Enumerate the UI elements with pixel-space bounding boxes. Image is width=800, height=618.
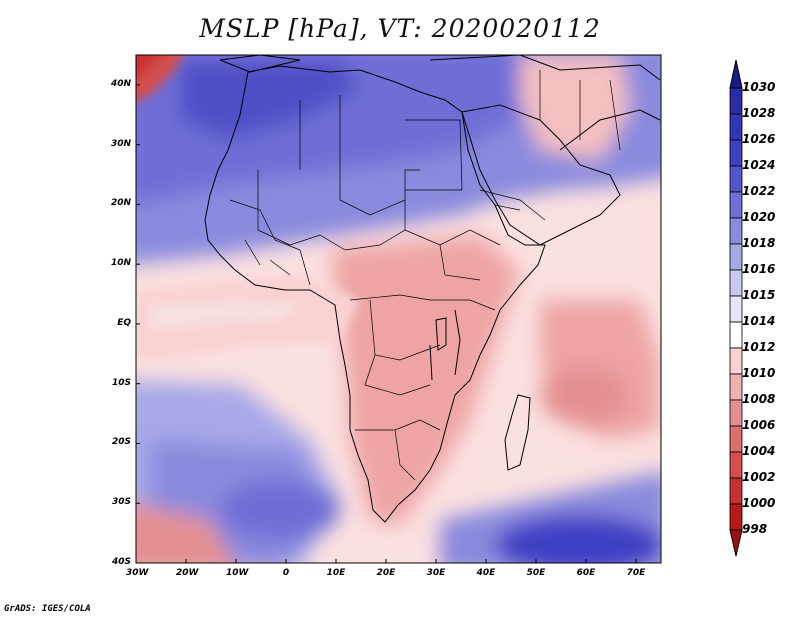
y-axis-label: 40N [110,78,131,89]
x-axis-label: 20E [376,568,396,578]
pressure-field [136,55,661,563]
colorbar-swatch [729,321,743,349]
colorbar-swatch [729,503,743,531]
x-axis-label: 70E [626,568,646,578]
x-axis-label: 40E [476,568,496,578]
x-axis-label: 50E [526,568,546,578]
colorbar-swatch [729,87,743,115]
colorbar-swatch [729,139,743,167]
colorbar-label: 1018 [742,236,776,250]
x-axis-label: 10E [326,568,346,578]
colorbar-swatch [729,399,743,427]
colorbar-label: 1015 [742,288,776,302]
colorbar-swatch [729,191,743,219]
colorbar-swatch [729,425,743,453]
colorbar-swatch [729,243,743,271]
colorbar-label: 1022 [742,184,776,198]
x-axis-label: 10W [226,568,249,578]
colorbar-swatch [729,451,743,479]
map-title: MSLP [hPa], VT: 2020020112 [199,14,601,43]
credit-text: GrADS: IGES/COLA [4,604,91,614]
colorbar-label: 1004 [742,444,776,458]
colorbar-swatch [729,373,743,401]
colorbar-swatch [729,477,743,505]
y-axis-label: EQ [117,317,131,328]
map-frame [135,54,662,564]
colorbar-bottom-arrow [729,529,743,557]
x-axis-label: 60E [576,568,596,578]
x-axis-label: 30E [426,568,446,578]
colorbar-label: 1026 [742,132,776,146]
country-borders [229,70,621,481]
colorbar-swatch [729,347,743,375]
y-axis-label: 10S [111,377,131,388]
colorbar-label: 1030 [742,80,776,94]
colorbar-label: 1002 [742,470,776,484]
x-axis-label: 30W [126,568,149,578]
colorbar-label: 1012 [742,340,776,354]
colorbar-label: 1000 [742,496,776,510]
colorbar [729,59,743,557]
colorbar-swatch [729,217,743,245]
y-axis-label: 40S [111,557,131,567]
axis-ticks [135,84,637,564]
colorbar-swatch [729,113,743,141]
x-axis-label: 20W [176,568,199,578]
colorbar-swatch [729,295,743,323]
y-axis-label: 20N [110,198,131,209]
colorbar-top-arrow [729,59,743,89]
colorbar-label: 1024 [742,158,776,172]
colorbar-swatch [729,269,743,297]
colorbar-label: 1020 [742,210,776,224]
y-axis-label: 20S [111,437,131,448]
colorbar-label: 998 [742,522,768,536]
colorbar-label: 1008 [742,392,776,406]
x-axis-label: 0 [282,568,290,578]
y-axis-label: 10N [110,258,131,269]
y-axis-label: 30N [110,138,131,149]
colorbar-label: 1006 [742,418,776,432]
colorbar-label: 1016 [742,262,776,276]
colorbar-swatch [729,165,743,193]
colorbar-label: 1010 [742,366,776,380]
y-axis-label: 30S [111,497,131,508]
colorbar-label: 1014 [742,314,776,328]
colorbar-label: 1028 [742,106,776,120]
